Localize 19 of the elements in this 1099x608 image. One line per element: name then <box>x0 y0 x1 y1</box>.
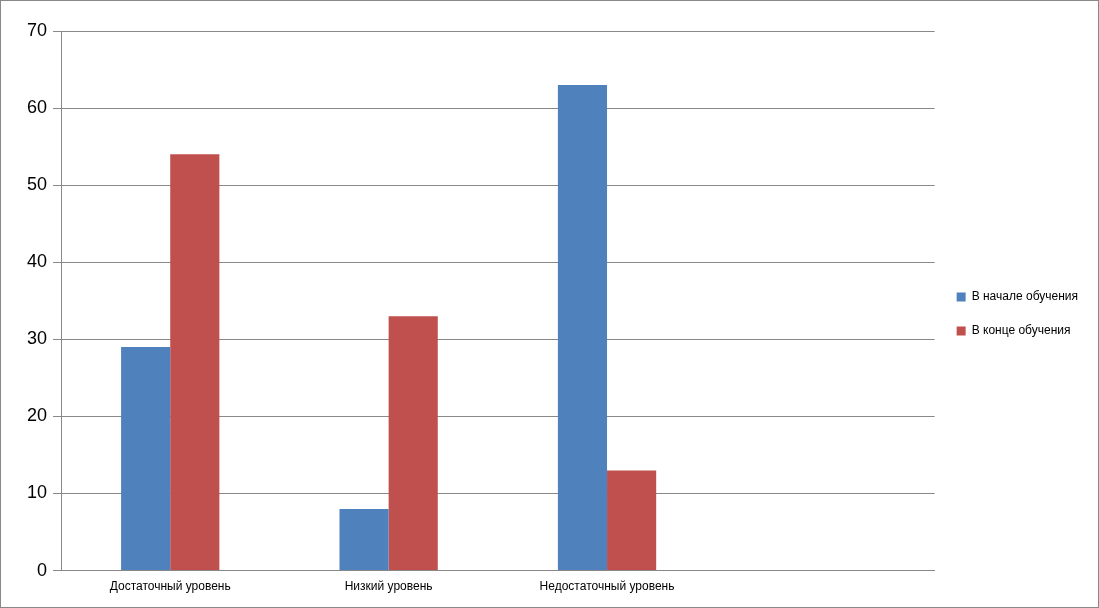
y-tick-label: 0 <box>37 559 48 580</box>
legend-label: В конце обучения <box>971 323 1071 338</box>
bar <box>557 84 608 571</box>
bar <box>121 347 171 571</box>
bar <box>388 316 438 571</box>
x-tick-label: Достаточный уровень <box>109 579 231 594</box>
y-tick-label: 60 <box>26 97 48 118</box>
x-tick-label: Недостаточный уровень <box>539 579 675 594</box>
y-tick-label: 40 <box>26 251 48 272</box>
y-tick-label: 70 <box>26 19 48 40</box>
legend-label: В начале обучения <box>971 289 1079 304</box>
bar <box>339 508 389 571</box>
bar <box>170 154 220 571</box>
x-tick-label: Низкий уровень <box>344 579 433 594</box>
bar <box>607 470 657 571</box>
y-tick-label: 20 <box>26 405 48 426</box>
y-tick-label: 50 <box>26 174 48 195</box>
y-tick-label: 30 <box>26 328 48 349</box>
y-tick-label: 10 <box>26 482 48 503</box>
